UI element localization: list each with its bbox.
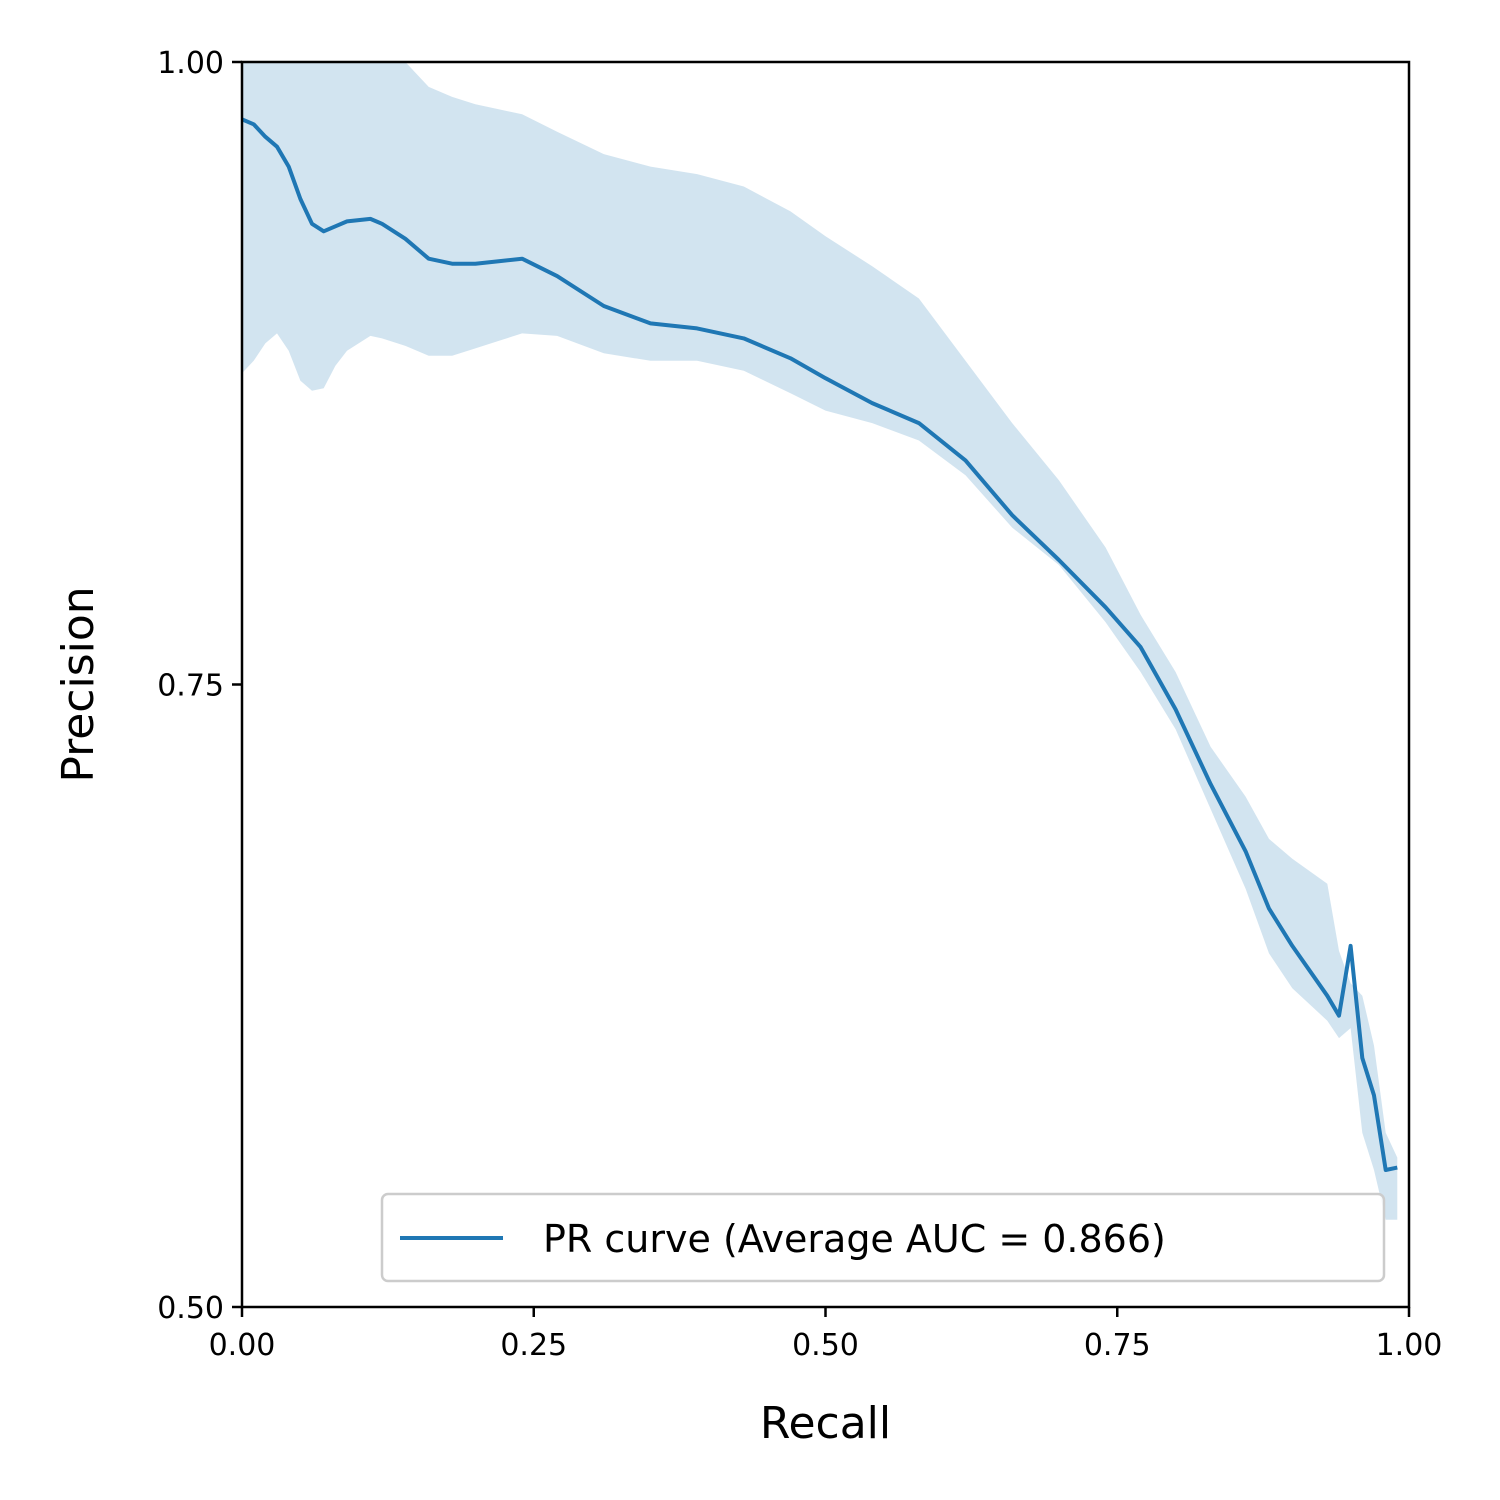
x-tick-label: 0.75	[1084, 1328, 1151, 1363]
plot-area	[242, 62, 1398, 1220]
x-tick-label: 1.00	[1376, 1328, 1443, 1363]
y-tick-label: 1.00	[157, 46, 224, 81]
legend-label: PR curve (Average AUC = 0.866)	[543, 1217, 1166, 1261]
y-tick-label: 0.50	[157, 1291, 224, 1326]
y-axis-title: Precision	[53, 586, 104, 782]
x-axis-title: Recall	[760, 1398, 891, 1449]
legend-box	[380, 1192, 1386, 1283]
axis-ticks: 0.00 0.25 0.50 0.75 1.00 0.50 0.75 1.00	[157, 46, 1442, 1363]
pr-curve-line	[242, 117, 1398, 1172]
x-tick-label: 0.25	[500, 1328, 567, 1363]
x-tick-label: 0.50	[792, 1328, 859, 1363]
y-tick-label: 0.75	[157, 669, 224, 704]
confidence-band	[242, 62, 1398, 1220]
legend: PR curve (Average AUC = 0.866)	[380, 1192, 1386, 1283]
x-tick-label: 0.00	[209, 1328, 276, 1363]
